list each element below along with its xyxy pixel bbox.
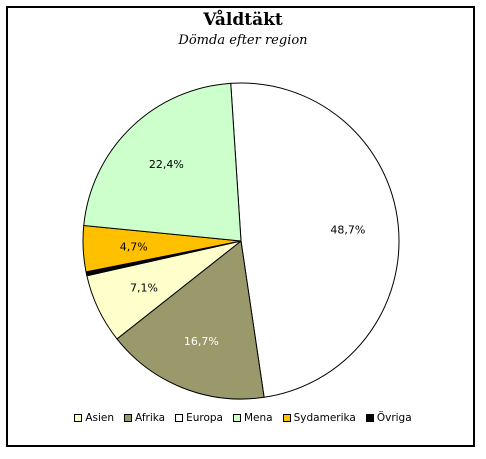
chart-subtitle: Dömda efter region bbox=[178, 33, 308, 48]
data-label-sydamerika: 4,7% bbox=[120, 240, 148, 253]
legend-swatch bbox=[175, 414, 184, 422]
legend-label: Mena bbox=[244, 412, 273, 424]
legend-label: Asien bbox=[85, 412, 115, 424]
legend-swatch bbox=[233, 414, 241, 422]
legend-item: Afrika bbox=[124, 412, 165, 424]
legend-swatch bbox=[124, 414, 133, 422]
legend-item: Sydamerika bbox=[282, 412, 356, 424]
legend-label: Sydamerika bbox=[293, 412, 356, 424]
data-label-mena: 22,4% bbox=[149, 158, 184, 171]
data-label-afrika: 16,7% bbox=[184, 335, 219, 348]
legend-item: Övriga bbox=[365, 412, 412, 424]
legend-label: Afrika bbox=[135, 412, 166, 424]
legend-item: Mena bbox=[233, 412, 273, 424]
pie-slice-mena bbox=[83, 82, 242, 242]
legend-swatch bbox=[74, 414, 83, 422]
legend-swatch bbox=[282, 414, 291, 422]
chart-title: Våldtäkt bbox=[203, 10, 283, 30]
legend-swatch bbox=[365, 414, 374, 422]
legend-label: Europa bbox=[186, 412, 223, 424]
pie-slice-europa bbox=[230, 82, 400, 398]
pie-slice-afrika bbox=[116, 240, 265, 400]
data-label-asien: 7,1% bbox=[130, 281, 158, 294]
chart-legend: Asien Afrika Europa Mena Sydamerika Övriga bbox=[0, 412, 486, 424]
legend-item: Asien bbox=[74, 412, 114, 424]
data-label-europa: 48,7% bbox=[330, 224, 365, 237]
legend-item: Europa bbox=[175, 412, 223, 424]
legend-label: Övriga bbox=[376, 412, 412, 424]
